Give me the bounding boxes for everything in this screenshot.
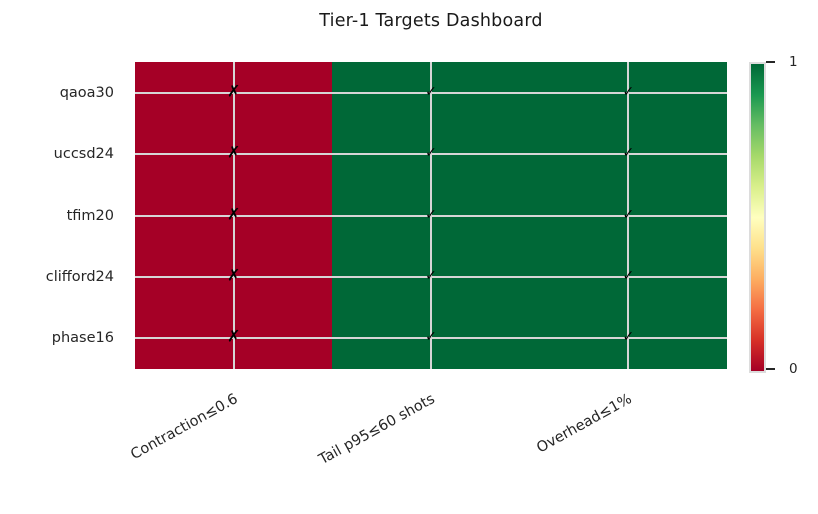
pass-check-mark: ✓ <box>425 206 437 223</box>
y-tick-label: uccsd24 <box>53 146 114 163</box>
y-tick-label: qaoa30 <box>59 84 114 101</box>
pass-check-mark: ✓ <box>622 144 635 161</box>
fail-x-mark: ✗ <box>226 204 241 224</box>
pass-check-mark: ✓ <box>425 144 437 161</box>
grid-line-vertical <box>627 62 630 369</box>
heatmap-plot: ✗ ✓ ✓ ✗ ✓ ✓ ✗ ✓ ✓ ✗ ✓ ✓ ✗ ✓ ✓ <box>135 62 727 369</box>
pass-check-mark: ✓ <box>622 206 635 223</box>
colorbar-gradient <box>751 64 764 371</box>
fail-x-mark: ✗ <box>226 81 241 101</box>
y-tick-label: clifford24 <box>45 268 114 285</box>
colorbar-tick-label: 1 <box>789 54 798 70</box>
grid-line-vertical <box>232 62 235 369</box>
pass-check-mark: ✓ <box>425 83 437 100</box>
chart-title: Tier-1 Targets Dashboard <box>319 11 543 31</box>
pass-check-mark: ✓ <box>622 83 635 100</box>
x-tick-label: Contraction≤0.6 <box>127 390 241 463</box>
heatmap-annotations: ✗ ✓ ✓ ✗ ✓ ✓ ✗ ✓ ✓ ✗ ✓ ✓ ✗ ✓ ✓ <box>135 62 727 369</box>
colorbar-tick-label: 0 <box>789 361 798 377</box>
fail-x-mark: ✗ <box>226 265 241 285</box>
colorbar <box>749 62 766 373</box>
fail-x-mark: ✗ <box>226 142 241 162</box>
y-tick-label: tfim20 <box>66 207 114 224</box>
grid-lines <box>135 62 727 369</box>
pass-check-mark: ✓ <box>622 267 635 284</box>
x-tick-label: Overhead≤1% <box>534 390 635 456</box>
grid-line-vertical <box>430 62 432 369</box>
pass-check-mark: ✓ <box>425 329 437 346</box>
colorbar-tick-mark <box>766 368 775 370</box>
x-tick-label: Tail p95≤60 shots <box>316 390 438 468</box>
pass-check-mark: ✓ <box>425 267 437 284</box>
y-tick-label: phase16 <box>51 330 114 347</box>
pass-check-mark: ✓ <box>622 329 635 346</box>
colorbar-tick-mark <box>766 61 775 63</box>
fail-x-mark: ✗ <box>226 327 241 347</box>
